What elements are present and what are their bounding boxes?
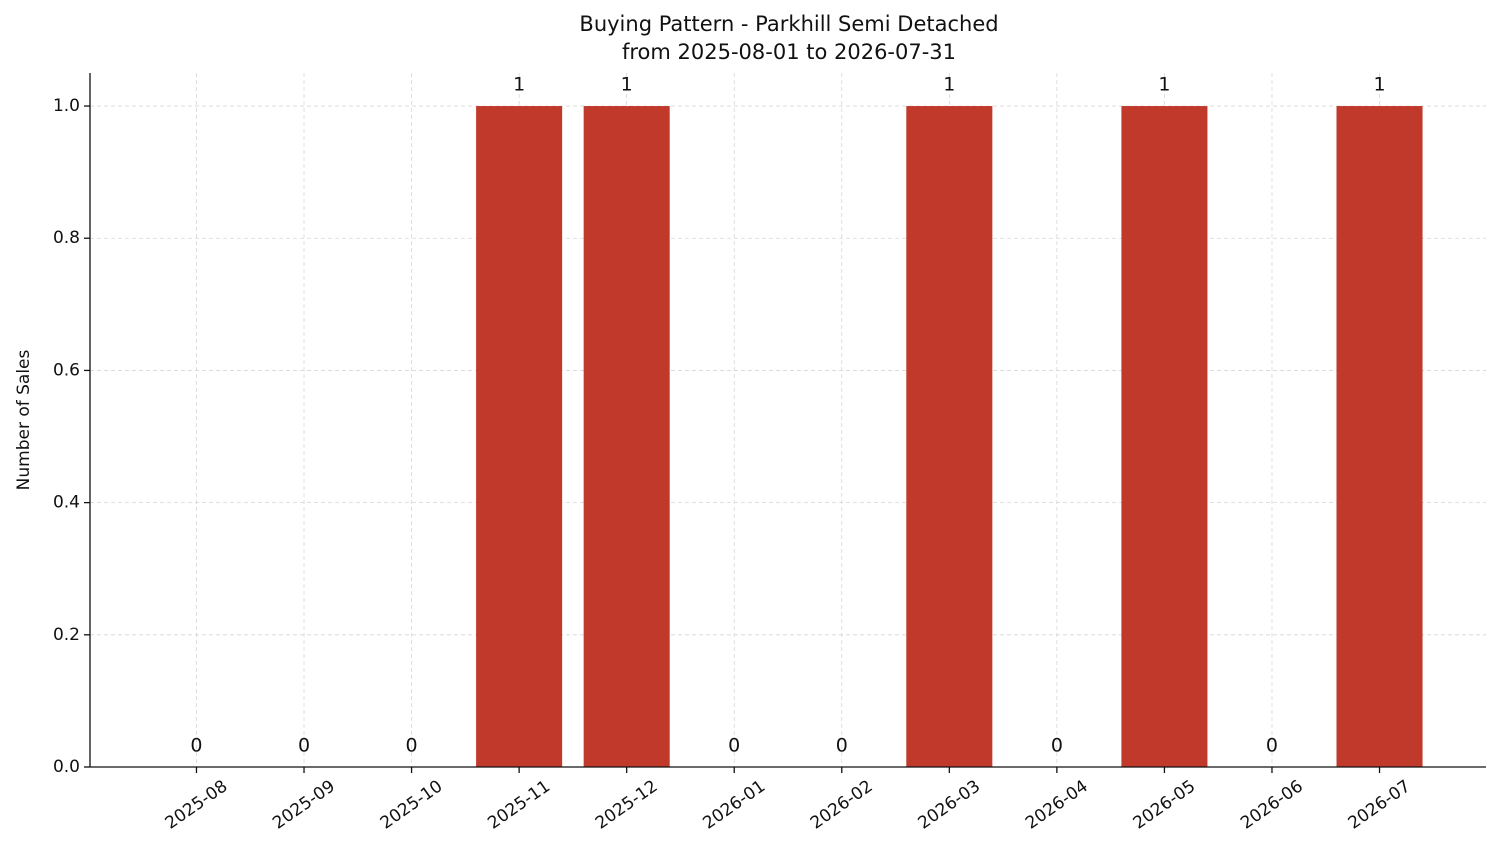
y-tick-label: 0.0: [53, 757, 80, 777]
bar: [583, 106, 670, 768]
value-label: 0: [406, 735, 418, 757]
chart-subtitle: from 2025-08-01 to 2026-07-31: [622, 40, 956, 64]
y-tick-label: 0.4: [53, 493, 80, 513]
bar: [906, 106, 993, 768]
value-label: 0: [728, 735, 740, 757]
x-tick-label: 2026-03: [914, 776, 984, 833]
x-tick-label: 2026-06: [1237, 776, 1307, 833]
bar: [476, 106, 563, 768]
x-tick-label: 2026-01: [699, 776, 769, 833]
y-tick-label: 0.6: [53, 360, 80, 380]
x-tick-label: 2026-04: [1022, 776, 1092, 833]
value-label: 1: [1373, 74, 1385, 96]
value-label: 1: [943, 74, 955, 96]
value-label: 0: [836, 735, 848, 757]
value-label: 0: [1266, 735, 1278, 757]
value-label: 1: [513, 74, 525, 96]
x-tick-label: 2025-10: [377, 776, 447, 833]
chart-title: Buying Pattern - Parkhill Semi Detached: [579, 12, 998, 36]
x-tick-label: 2025-11: [484, 776, 554, 833]
value-label: 0: [298, 735, 310, 757]
bar: [1336, 106, 1423, 768]
x-tick-label: 2025-08: [162, 776, 232, 833]
x-tick-label: 2026-02: [807, 776, 877, 833]
value-label: 1: [1158, 74, 1170, 96]
y-tick-label: 0.8: [53, 228, 80, 248]
x-tick-label: 2026-05: [1130, 776, 1200, 833]
value-label: 0: [1051, 735, 1063, 757]
x-tick-label: 2025-09: [269, 776, 339, 833]
x-tick-label: 2026-07: [1345, 776, 1415, 833]
value-label: 0: [190, 735, 202, 757]
y-tick-label: 0.2: [53, 625, 80, 645]
y-tick-label: 1.0: [53, 96, 80, 116]
bar: [1121, 106, 1208, 768]
x-tick-label: 2025-12: [592, 776, 662, 833]
y-axis-label: Number of Sales: [14, 349, 34, 490]
value-label: 1: [621, 74, 633, 96]
